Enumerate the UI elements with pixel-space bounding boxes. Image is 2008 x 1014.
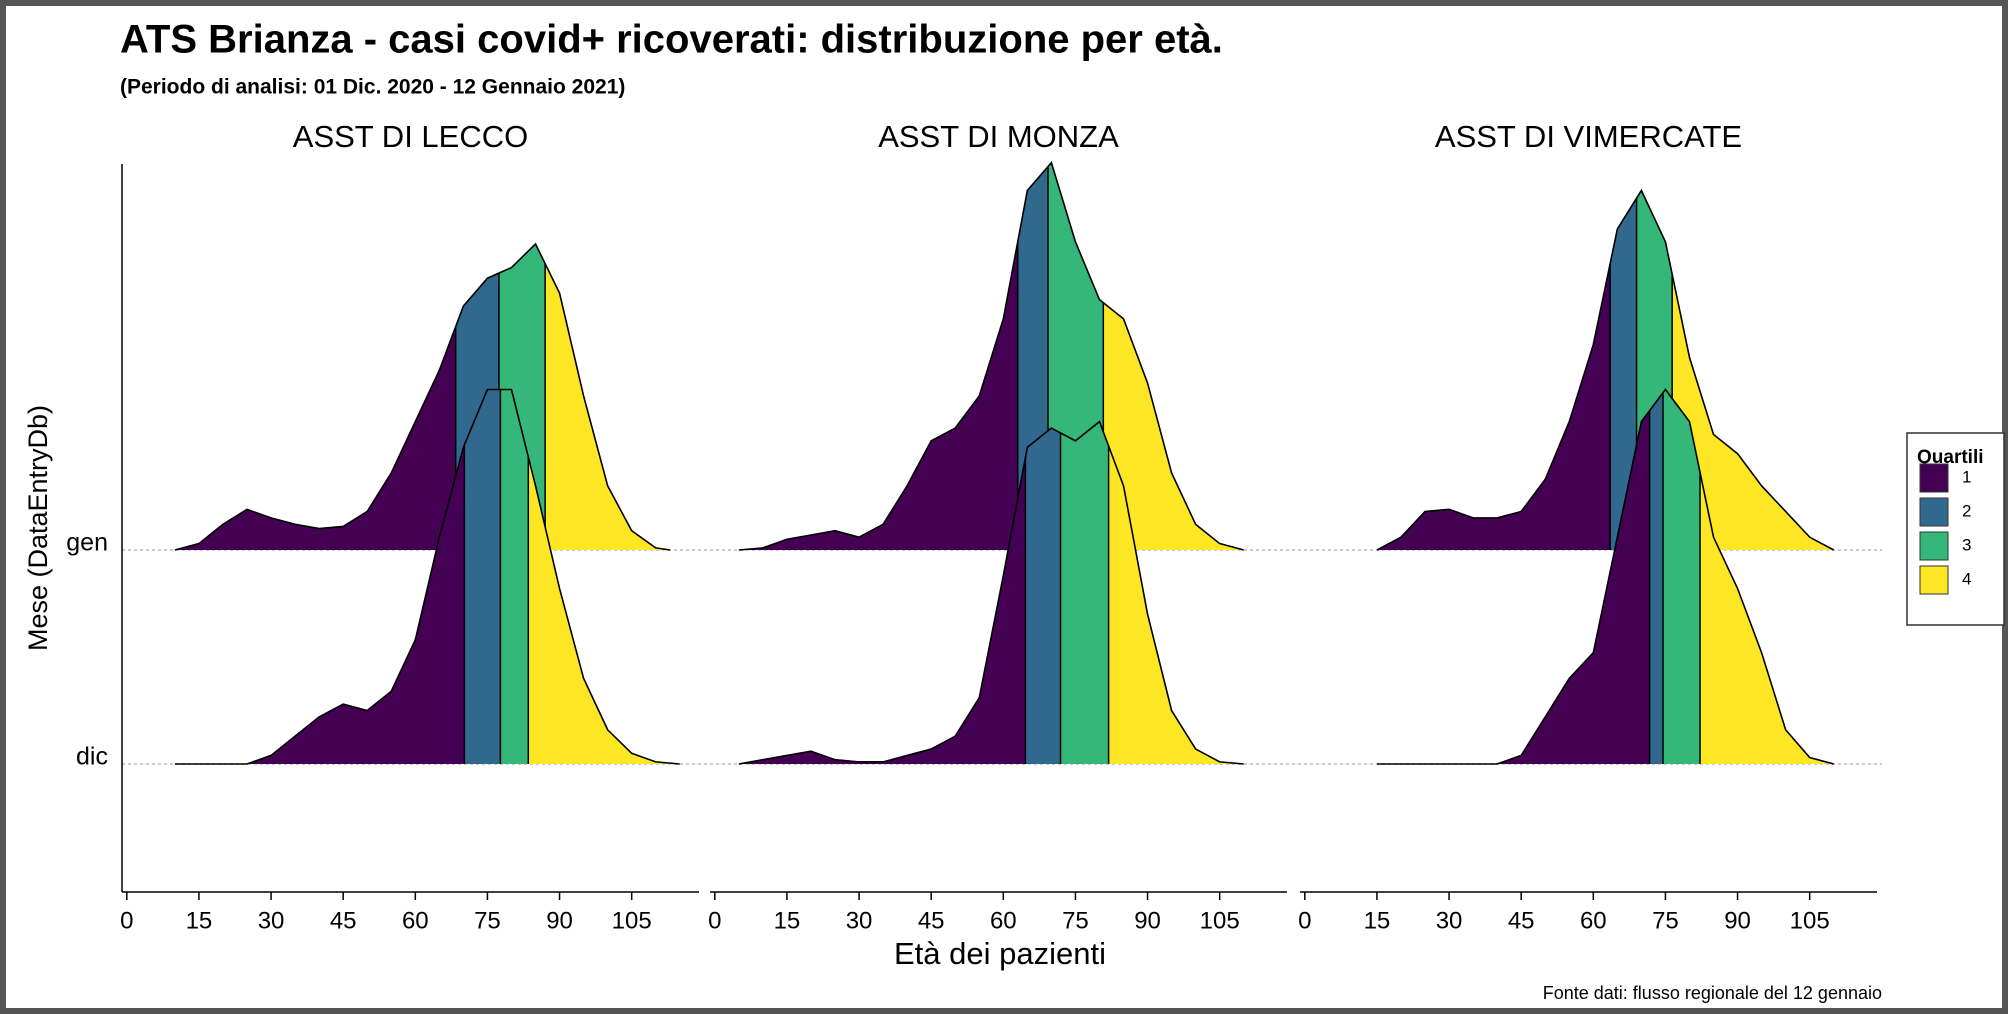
x-axis-label: Età dei pazienti bbox=[894, 936, 1106, 971]
x-tick-label: 60 bbox=[402, 907, 429, 934]
quartile-area bbox=[174, 444, 465, 764]
x-tick-label: 60 bbox=[990, 907, 1017, 934]
quartile-area bbox=[1103, 302, 1244, 550]
legend-label: 4 bbox=[1962, 569, 1971, 588]
x-tick-label: 105 bbox=[1790, 907, 1830, 934]
density-outline bbox=[174, 388, 680, 765]
quartile-area bbox=[1376, 263, 1611, 550]
quartile-area bbox=[738, 457, 1026, 764]
x-tick-label: 75 bbox=[1652, 907, 1679, 934]
quartile-area bbox=[464, 389, 501, 764]
quartile-area bbox=[528, 456, 680, 764]
legend-swatch bbox=[1919, 497, 1949, 527]
x-tick-label: 45 bbox=[330, 907, 357, 934]
density-outline bbox=[738, 420, 1244, 765]
density-outline bbox=[1376, 188, 1835, 551]
x-tick-label: 60 bbox=[1580, 907, 1607, 934]
x-tick-label: 15 bbox=[186, 907, 213, 934]
legend-swatch bbox=[1919, 565, 1949, 595]
quartile-area bbox=[500, 389, 529, 764]
quartile-area bbox=[545, 263, 671, 550]
y-axis-label: Mese (DataEntryDb) bbox=[23, 405, 53, 651]
quartile-area bbox=[1663, 389, 1701, 764]
panel-title: ASST DI MONZA bbox=[878, 119, 1119, 154]
chart-title: ATS Brianza - casi covid+ ricoverati: di… bbox=[120, 18, 1223, 62]
x-tick-label: 45 bbox=[1508, 907, 1535, 934]
x-tick-label: 105 bbox=[1200, 907, 1240, 934]
legend-label: 3 bbox=[1962, 535, 1971, 554]
panel-title: ASST DI VIMERCATE bbox=[1435, 119, 1742, 154]
quartile-area bbox=[1672, 274, 1834, 550]
quartile-area bbox=[1060, 421, 1109, 764]
quartile-area bbox=[738, 241, 1018, 550]
legend-title: Quartili bbox=[1917, 447, 1984, 468]
source-note: Fonte dati: flusso regionale del 12 genn… bbox=[1543, 983, 1882, 1003]
x-tick-label: 30 bbox=[846, 907, 873, 934]
density-outline bbox=[174, 242, 671, 551]
y-tick-label: gen bbox=[66, 529, 108, 557]
quartile-area bbox=[1649, 392, 1664, 764]
x-tick-label: 45 bbox=[918, 907, 945, 934]
x-tick-label: 75 bbox=[474, 907, 501, 934]
x-tick-label: 0 bbox=[708, 907, 721, 934]
legend-swatch bbox=[1919, 463, 1949, 493]
chart-subtitle: (Periodo di analisi: 01 Dic. 2020 - 12 G… bbox=[120, 76, 625, 99]
legend-swatch bbox=[1919, 531, 1949, 561]
legend-label: 1 bbox=[1962, 467, 1971, 486]
y-tick-label: dic bbox=[76, 743, 108, 771]
density-outline bbox=[1376, 388, 1834, 765]
panel-title: ASST DI LECCO bbox=[293, 119, 528, 154]
x-tick-label: 90 bbox=[1134, 907, 1161, 934]
quartile-area bbox=[1108, 445, 1244, 764]
quartile-area bbox=[1610, 198, 1637, 550]
legend-label: 2 bbox=[1962, 501, 1971, 520]
quartile-area bbox=[1025, 428, 1061, 764]
x-tick-label: 15 bbox=[774, 907, 801, 934]
x-tick-label: 0 bbox=[1298, 907, 1311, 934]
quartile-area bbox=[174, 326, 456, 550]
x-tick-label: 15 bbox=[1364, 907, 1391, 934]
x-tick-label: 90 bbox=[546, 907, 573, 934]
x-tick-label: 30 bbox=[1436, 907, 1463, 934]
x-tick-label: 105 bbox=[612, 907, 652, 934]
x-tick-label: 30 bbox=[258, 907, 285, 934]
density-outline bbox=[738, 161, 1244, 551]
x-tick-label: 0 bbox=[120, 907, 133, 934]
x-tick-label: 90 bbox=[1724, 907, 1751, 934]
quartile-area bbox=[1376, 410, 1650, 764]
quartile-area bbox=[1700, 472, 1834, 764]
x-tick-label: 75 bbox=[1062, 907, 1089, 934]
